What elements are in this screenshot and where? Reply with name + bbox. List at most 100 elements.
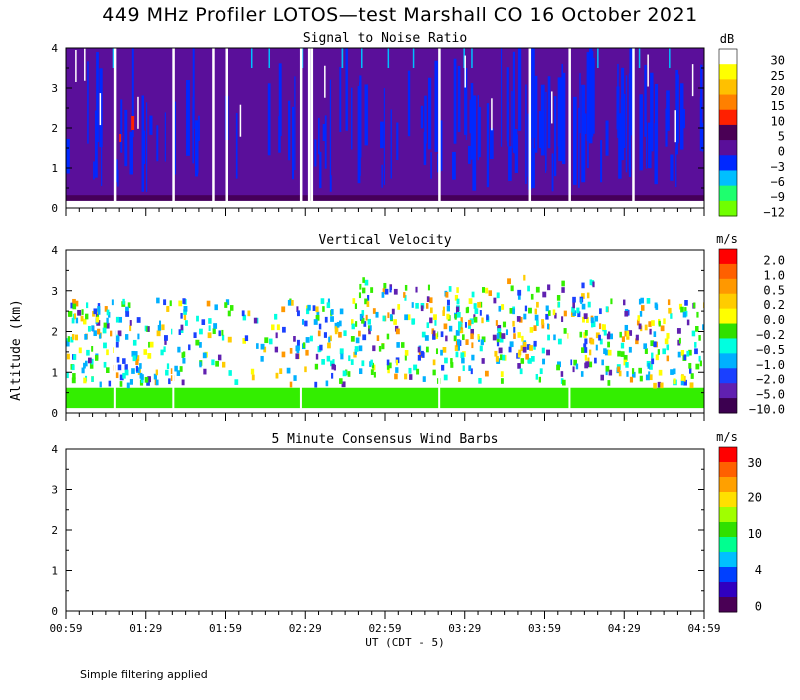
vv-cell [457,339,461,345]
vv-cell [525,353,529,360]
vv-cell [458,321,462,328]
snr-cell [319,151,322,189]
vv-cell [469,318,474,325]
vv-cell [77,309,82,316]
vv-cell [156,330,161,337]
snr-cell [538,111,542,148]
vv-cell [529,345,533,351]
vv-cell [422,376,426,382]
colorbar-segment [719,507,737,523]
snr-dropout [99,93,102,126]
vv-cell [592,321,596,328]
vv-cell [275,372,279,379]
vv-cell [359,313,363,320]
vv-cell [530,293,534,300]
vv-cell [184,320,188,326]
vv-cell [480,339,484,346]
vv-cell [348,355,351,362]
colorbar-label: 0.0 [763,313,785,327]
vv-cell [260,355,264,362]
vv-cell [556,295,561,301]
vv-cell [321,359,325,365]
snr-cell [578,107,580,188]
vv-cell [296,310,301,317]
vv-cell [587,357,590,364]
snr-cell [472,95,477,191]
vv-cell [576,307,580,314]
vv-cell [670,369,674,375]
y-tick-label: 4 [51,443,58,456]
vv-cell [445,335,448,342]
vv-cell [486,314,489,321]
vv-cell [683,354,687,361]
colorbar-segment [719,368,737,384]
colorbar-segment [719,79,737,96]
snr-cell [639,94,643,171]
vv-cell [454,314,457,320]
vv-cell [458,376,461,382]
vv-cell [637,315,640,321]
vv-cell [467,323,471,329]
vv-cell [90,358,94,365]
vv-cell [370,287,374,293]
vv-cell [694,342,697,348]
snr-cell [339,66,342,133]
vv-cell [66,372,69,379]
y-tick-label: 1 [51,565,58,578]
vv-cell [213,323,218,329]
snr-cell [507,101,509,147]
vv-cell [386,364,390,370]
vv-cell [103,342,107,349]
vv-cell [247,310,251,317]
snr-cell [380,121,384,149]
snr-cell [666,90,670,131]
snr-cell [66,148,69,167]
vv-cell [653,341,657,348]
vv-cell [535,286,540,293]
vv-cell [404,373,408,380]
panel-2-title: Vertical Velocity [318,233,451,248]
vv-cell [182,298,186,304]
vv-cell [528,358,532,364]
vv-cell [117,364,122,371]
snr-cell [235,112,238,179]
vv-cell [440,331,444,338]
vv-cell [372,308,376,314]
vv-cell [307,304,311,311]
vv-cell [132,339,137,346]
vv-cell [651,320,655,326]
vv-cell [522,346,527,353]
vv-cell [166,306,170,312]
colorbar-label: −9 [771,190,785,204]
vv-cell [548,310,551,316]
snr-cell [345,48,348,131]
y-tick-label: 4 [51,42,58,55]
vv-cell [75,317,79,324]
vv-cell [281,306,286,313]
vv-cell [594,315,599,322]
vv-cell [693,302,696,309]
snr-dropout [324,65,326,98]
vv-cell [181,379,185,386]
vv-cell [227,310,231,317]
snr-cell [545,91,547,171]
vv-cell [293,336,296,342]
vv-cell [533,340,537,347]
vv-cell [536,320,539,327]
vv-cell [534,308,538,315]
vv-cell [155,379,159,386]
vv-cell [539,368,543,375]
vv-cell [528,307,532,314]
vv-cell [581,293,585,299]
vv-cell [368,328,371,335]
snr-dropout [307,48,311,204]
vv-cell [598,334,601,341]
vv-cell [635,334,639,341]
snr-cell [324,115,327,169]
vv-cell [354,303,358,309]
snr-cell [149,115,153,135]
vv-cell [498,332,502,338]
vv-cell [542,291,547,298]
vv-cell [224,302,228,308]
snr-cell [457,65,461,132]
